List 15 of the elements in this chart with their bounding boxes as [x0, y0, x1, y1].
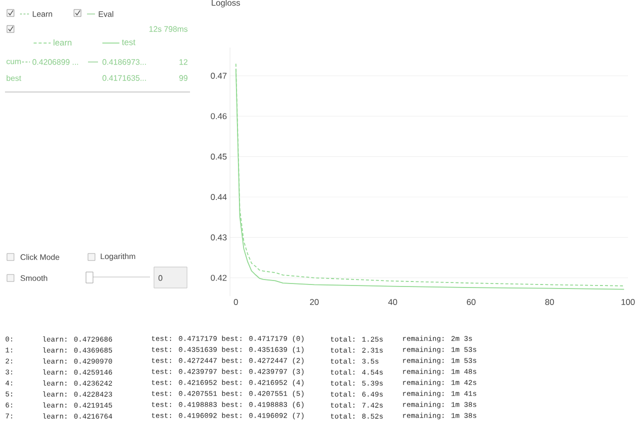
y-tick-label: 0.47	[210, 72, 227, 79]
y-tick-label: 0.43	[210, 234, 227, 240]
x-tick-label: 80	[545, 299, 554, 306]
x-tick-label: 0	[234, 299, 238, 306]
x-tick-label: 40	[388, 299, 398, 306]
x-tick-label: 60	[466, 299, 476, 306]
legend-label: learn	[54, 39, 72, 46]
x-tick-label: 100	[622, 299, 635, 306]
y-tick-label: 0.42	[210, 274, 227, 281]
chart-title: Logloss	[212, 0, 240, 8]
y-tick-label: 0.45	[210, 154, 227, 160]
legend-label: test	[122, 40, 136, 46]
x-tick-label: 20	[310, 299, 319, 306]
y-tick-label: 0.44	[210, 194, 227, 200]
y-tick-label: 0.46	[210, 113, 227, 120]
